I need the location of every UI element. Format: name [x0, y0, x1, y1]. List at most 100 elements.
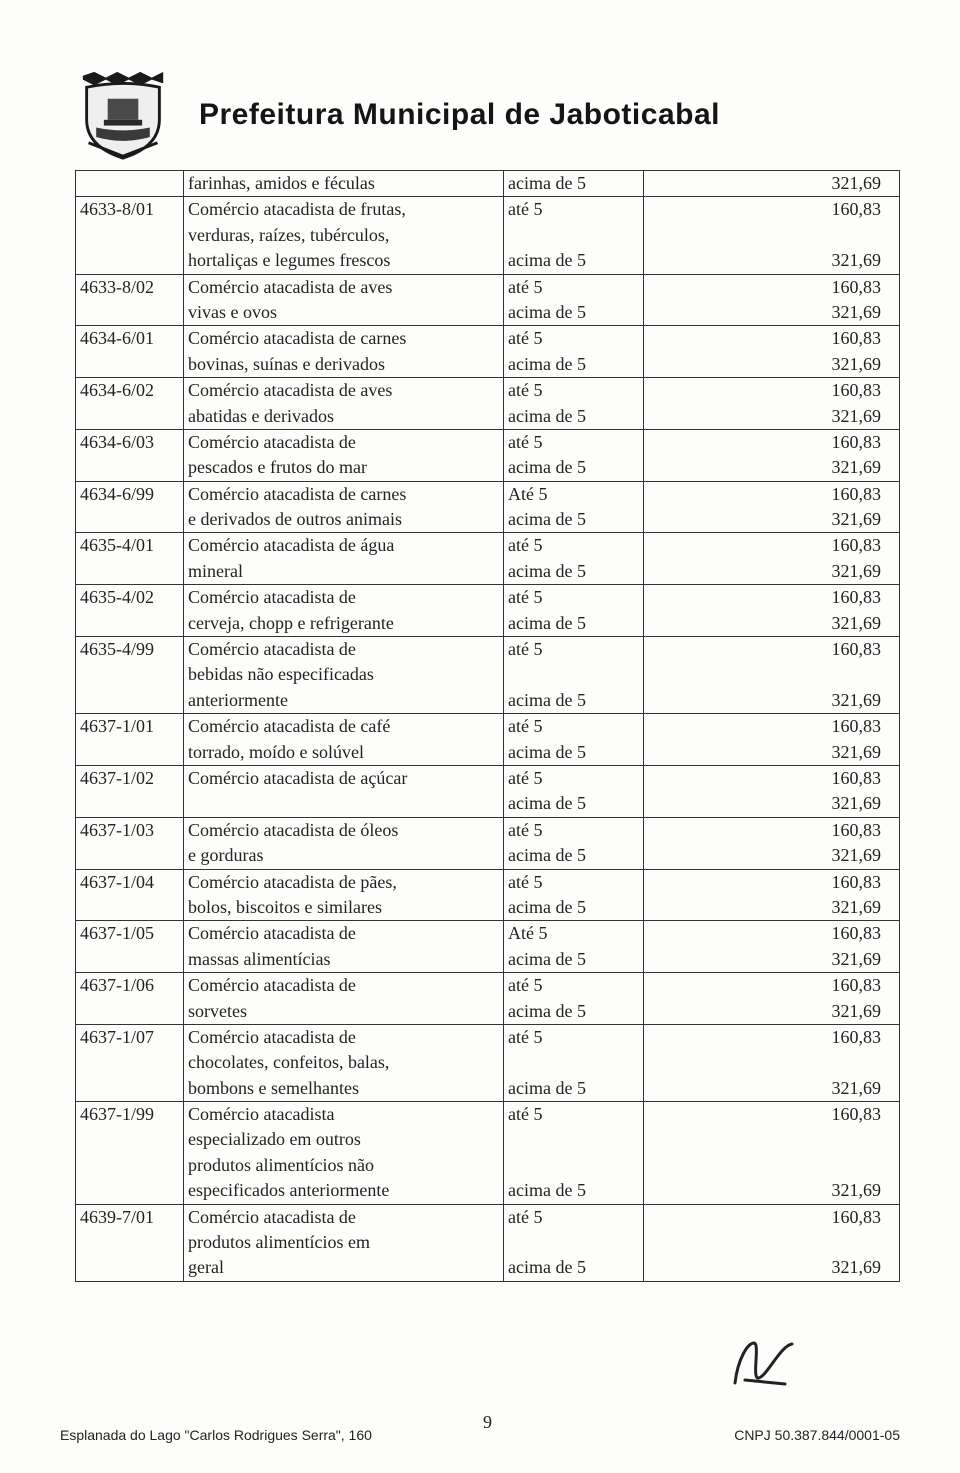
cell-value: 160,83	[644, 326, 900, 352]
cell-description: Comércio atacadista de pães,	[184, 869, 504, 895]
cell-description: cerveja, chopp e refrigerante	[184, 611, 504, 637]
cell-code	[76, 688, 184, 714]
cell-description: Comércio atacadista de	[184, 1024, 504, 1050]
cell-code	[76, 352, 184, 378]
table-row: cerveja, chopp e refrigeranteacima de 53…	[76, 611, 900, 637]
cell-tier: até 5	[504, 1102, 644, 1128]
table-row: 4637-1/99Comércio atacadistaaté 5160,83	[76, 1102, 900, 1128]
table-row: vivas e ovosacima de 5321,69	[76, 300, 900, 326]
cell-tier: até 5	[504, 869, 644, 895]
cell-code: 4637-1/07	[76, 1024, 184, 1050]
table-row: 4637-1/06Comércio atacadista deaté 5160,…	[76, 973, 900, 999]
table-row: geralacima de 5321,69	[76, 1255, 900, 1281]
cell-value: 160,83	[644, 378, 900, 404]
cell-description: vivas e ovos	[184, 300, 504, 326]
cell-code	[76, 559, 184, 585]
table-row: chocolates, confeitos, balas,	[76, 1050, 900, 1075]
cell-code: 4637-1/02	[76, 765, 184, 791]
table-row: bombons e semelhantesacima de 5321,69	[76, 1076, 900, 1102]
cell-value: 321,69	[644, 1076, 900, 1102]
table-row: mineralacima de 5321,69	[76, 559, 900, 585]
cell-code	[76, 740, 184, 766]
cell-tier: acima de 5	[504, 1178, 644, 1204]
cell-description: abatidas e derivados	[184, 404, 504, 430]
page-header: Prefeitura Municipal de Jaboticabal	[75, 70, 900, 160]
cell-code: 4633-8/01	[76, 197, 184, 223]
cell-value: 160,83	[644, 869, 900, 895]
cell-tier: acima de 5	[504, 507, 644, 533]
table-row: 4637-1/01Comércio atacadista de caféaté …	[76, 714, 900, 740]
cell-tier: acima de 5	[504, 688, 644, 714]
table-row: 4634-6/99Comércio atacadista de carnesAt…	[76, 481, 900, 507]
cell-value: 321,69	[644, 559, 900, 585]
cell-description: geral	[184, 1255, 504, 1281]
cell-code	[76, 223, 184, 248]
cell-code	[76, 947, 184, 973]
cell-description: especificados anteriormente	[184, 1178, 504, 1204]
table-row: produtos alimentícios não	[76, 1153, 900, 1178]
table-row: sorvetesacima de 5321,69	[76, 999, 900, 1025]
cell-value: 160,83	[644, 197, 900, 223]
cell-tier: acima de 5	[504, 843, 644, 869]
cell-tier: até 5	[504, 1024, 644, 1050]
cell-code	[76, 611, 184, 637]
cell-tier: até 5	[504, 378, 644, 404]
cell-tier: até 5	[504, 817, 644, 843]
cell-description: Comércio atacadista de aves	[184, 378, 504, 404]
table-row: 4633-8/01Comércio atacadista de frutas,a…	[76, 197, 900, 223]
cell-tier	[504, 662, 644, 687]
cell-code	[76, 1255, 184, 1281]
cell-tier: até 5	[504, 637, 644, 663]
cell-value: 321,69	[644, 1255, 900, 1281]
cell-tier: acima de 5	[504, 300, 644, 326]
cell-description: especializado em outros	[184, 1127, 504, 1152]
cell-description: mineral	[184, 559, 504, 585]
cell-description: hortaliças e legumes frescos	[184, 248, 504, 274]
cell-value	[644, 223, 900, 248]
cell-code	[76, 248, 184, 274]
signature-initials-icon	[730, 1338, 800, 1388]
table-row: 4635-4/02Comércio atacadista deaté 5160,…	[76, 585, 900, 611]
cell-description: bovinas, suínas e derivados	[184, 352, 504, 378]
cell-value: 321,69	[644, 507, 900, 533]
cell-description: anteriormente	[184, 688, 504, 714]
table-row: especificados anteriormenteacima de 5321…	[76, 1178, 900, 1204]
cell-value: 160,83	[644, 973, 900, 999]
cell-description: Comércio atacadista de frutas,	[184, 197, 504, 223]
cell-description: Comércio atacadista de açúcar	[184, 765, 504, 791]
cell-tier	[504, 1153, 644, 1178]
cell-code	[76, 404, 184, 430]
cell-description: pescados e frutos do mar	[184, 455, 504, 481]
cell-tier: acima de 5	[504, 999, 644, 1025]
table-row: e gordurasacima de 5321,69	[76, 843, 900, 869]
cell-tier: até 5	[504, 326, 644, 352]
cell-code	[76, 895, 184, 921]
table-row: abatidas e derivadosacima de 5321,69	[76, 404, 900, 430]
cell-code: 4634-6/99	[76, 481, 184, 507]
cell-description: e derivados de outros animais	[184, 507, 504, 533]
cell-code	[76, 1076, 184, 1102]
cell-tier: até 5	[504, 274, 644, 300]
cell-tier: até 5	[504, 1204, 644, 1230]
table-row: e derivados de outros animaisacima de 53…	[76, 507, 900, 533]
cell-value: 160,83	[644, 481, 900, 507]
cell-value: 321,69	[644, 843, 900, 869]
cell-tier: acima de 5	[504, 455, 644, 481]
cell-description: farinhas, amidos e féculas	[184, 171, 504, 197]
cell-code	[76, 791, 184, 817]
cell-description: produtos alimentícios em	[184, 1230, 504, 1255]
cell-value	[644, 662, 900, 687]
table-row: 4639-7/01Comércio atacadista deaté 5160,…	[76, 1204, 900, 1230]
cell-description: Comércio atacadista de água	[184, 533, 504, 559]
cell-value: 321,69	[644, 740, 900, 766]
cell-value: 160,83	[644, 765, 900, 791]
cell-code: 4635-4/99	[76, 637, 184, 663]
cell-description: Comércio atacadista de	[184, 585, 504, 611]
cell-value: 321,69	[644, 611, 900, 637]
cell-code: 4633-8/02	[76, 274, 184, 300]
cell-value: 321,69	[644, 999, 900, 1025]
cell-code	[76, 1050, 184, 1075]
table-row: farinhas, amidos e féculasacima de 5321,…	[76, 171, 900, 197]
table-row: 4635-4/99Comércio atacadista deaté 5160,…	[76, 637, 900, 663]
cell-value: 160,83	[644, 585, 900, 611]
